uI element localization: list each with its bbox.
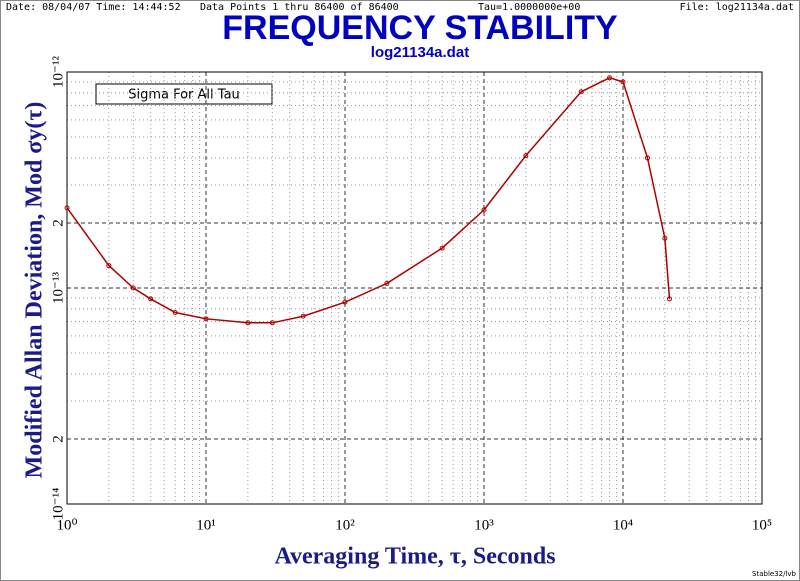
header-points: Data Points 1 thru 86400 of 86400 bbox=[200, 2, 399, 13]
data-point bbox=[578, 89, 584, 95]
header-date: Date: 08/04/07 Time: 14:44:52 bbox=[6, 2, 181, 13]
data-point bbox=[439, 245, 445, 251]
y-tick-label: 10⁻¹³ bbox=[50, 272, 66, 304]
chart-subtitle: log21134a.dat bbox=[371, 44, 469, 61]
data-point bbox=[269, 320, 275, 326]
x-tick-label: 10³ bbox=[474, 517, 494, 533]
x-tick-label: 10⁰ bbox=[56, 517, 77, 533]
data-point bbox=[644, 155, 650, 161]
footer: Stable32/lvb bbox=[752, 570, 797, 578]
data-point bbox=[620, 79, 626, 85]
data-point bbox=[64, 205, 70, 211]
data-point bbox=[148, 296, 154, 302]
annotation: Sigma For All Tau bbox=[128, 88, 240, 103]
x-tick-label: 10² bbox=[335, 517, 355, 533]
y-tick-label: 10⁻¹⁴ bbox=[50, 488, 66, 521]
data-point bbox=[523, 153, 529, 159]
data-point bbox=[666, 296, 672, 302]
plot-frame bbox=[66, 71, 763, 505]
data-point bbox=[106, 263, 112, 269]
data-point bbox=[172, 310, 178, 316]
data-point bbox=[662, 235, 668, 241]
data-point bbox=[300, 313, 306, 319]
data-point bbox=[481, 207, 487, 213]
y-axis-label: Modified Allan Deviation, Mod σy(τ) bbox=[22, 102, 48, 479]
x-axis-label: Averaging Time, τ, Seconds bbox=[274, 544, 555, 570]
y-tick-label: 2 bbox=[50, 435, 66, 443]
data-point bbox=[203, 316, 209, 322]
data-point bbox=[384, 280, 390, 286]
y-tick-label: 10⁻¹² bbox=[50, 56, 66, 88]
x-tick-label: 10¹ bbox=[196, 517, 216, 533]
data-point bbox=[245, 320, 251, 326]
data-point bbox=[342, 299, 348, 305]
y-tick-label: 2 bbox=[50, 219, 66, 227]
header-tau: Tau=1.0000000e+00 bbox=[478, 2, 580, 13]
chart-title: FREQUENCY STABILITY bbox=[222, 9, 618, 47]
header-file: File: log21134a.dat bbox=[680, 2, 794, 13]
x-tick-label: 10⁵ bbox=[752, 517, 772, 533]
data-point bbox=[607, 75, 613, 81]
x-tick-label: 10⁴ bbox=[613, 517, 633, 533]
data-point bbox=[130, 285, 136, 291]
